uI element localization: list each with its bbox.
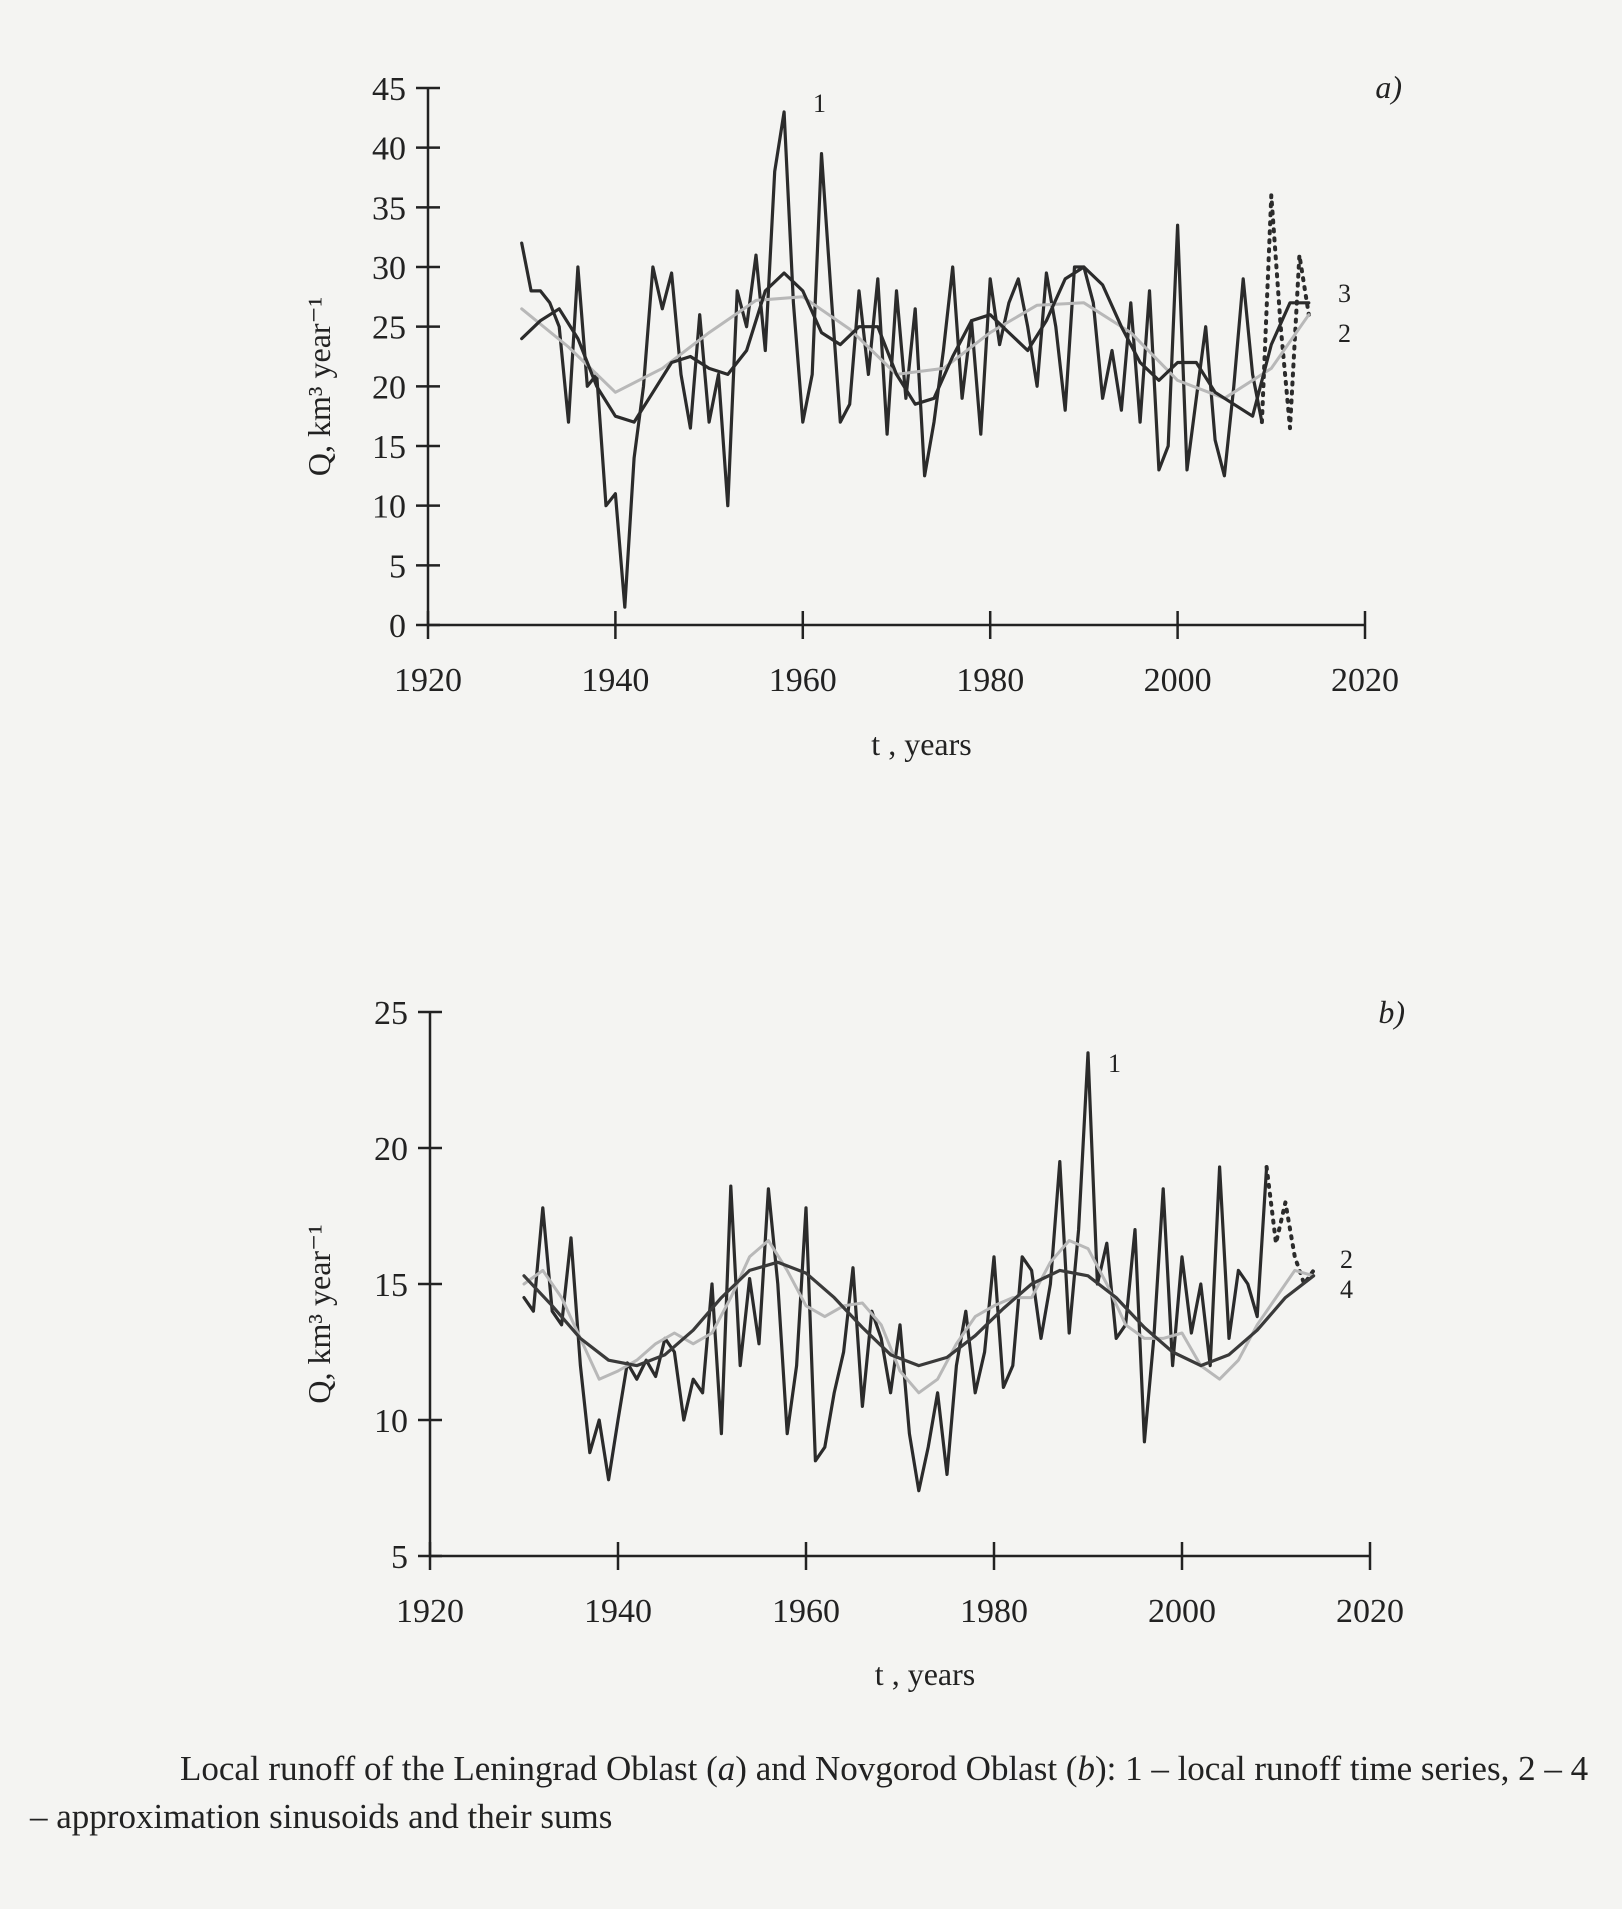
series-label-3: 3	[1338, 279, 1351, 308]
x-axis-title: t , years	[875, 1656, 975, 1692]
series-label-2: 2	[1338, 319, 1351, 348]
series-line-2	[520, 295, 1311, 400]
x-tick-label: 1940	[581, 662, 649, 699]
x-tick-label: 1960	[772, 1593, 840, 1630]
x-tick-label: 1940	[584, 1593, 652, 1630]
y-tick-label: 45	[372, 71, 406, 108]
y-tick-label: 40	[372, 131, 406, 168]
chart-a: 0 5 10 15 20 25 30 35 40 45 1920 1940 1960 1980 2000 20…	[301, 69, 1402, 762]
series-label-1: 1	[813, 89, 826, 118]
x-tick-label: 1980	[956, 662, 1024, 699]
chart-b: 5 10 15 20 25 1920 1940 1960 1980 2000 2020 1 24 b) t …	[301, 994, 1405, 1692]
y-tick-label: 25	[374, 995, 408, 1032]
series-line-1	[1259, 193, 1311, 431]
x-tick-label: 1920	[396, 1593, 464, 1630]
x-tick-label: 2000	[1148, 1593, 1216, 1630]
figure-caption: Local runoff of the Leningrad Oblast (a)…	[30, 1745, 1600, 1841]
y-tick-label: 30	[372, 250, 406, 287]
caption-a: a	[717, 1749, 736, 1788]
y-tick-label: 15	[374, 1267, 408, 1304]
series-label-4: 4	[1340, 1275, 1353, 1304]
x-tick-label: 1980	[960, 1593, 1028, 1630]
series-label-1: 1	[1108, 1049, 1121, 1078]
x-tick-label: 2020	[1331, 662, 1399, 699]
y-tick-label: 0	[389, 608, 406, 645]
x-axis-title: t , years	[871, 726, 971, 762]
y-tick-label: 25	[372, 310, 406, 347]
y-tick-label: 5	[391, 1539, 408, 1576]
panel-label: b)	[1378, 994, 1405, 1030]
panel-label: a)	[1375, 69, 1402, 105]
y-tick-label: 10	[374, 1403, 408, 1440]
caption-part3: ): 1 – local runoff time series, 2 – 4 –…	[30, 1749, 1589, 1836]
y-tick-label: 35	[372, 190, 406, 227]
series-line-3	[520, 265, 1311, 424]
y-tick-label: 20	[374, 1131, 408, 1168]
y-tick-label: 15	[372, 429, 406, 466]
x-tick-label: 2020	[1336, 1593, 1404, 1630]
series-line-1	[1264, 1165, 1316, 1286]
caption-part1: Local runoff of the Leningrad Oblast (	[180, 1749, 718, 1788]
series-line-0	[522, 1051, 1269, 1493]
y-axis-title: Q, km³ year⁻¹	[301, 1224, 337, 1403]
series-line-3	[522, 1260, 1316, 1368]
y-tick-label: 5	[389, 548, 406, 585]
y-axis-title: Q, km³ year⁻¹	[301, 297, 337, 476]
x-tick-label: 1960	[769, 662, 837, 699]
series-label-2: 2	[1340, 1245, 1353, 1274]
x-tick-label: 1920	[394, 662, 462, 699]
series-line-2	[522, 1239, 1316, 1395]
x-tick-label: 2000	[1144, 662, 1212, 699]
y-tick-label: 20	[372, 369, 406, 406]
y-tick-label: 10	[372, 489, 406, 526]
caption-part2: ) and Novgorod Oblast (	[735, 1749, 1078, 1788]
caption-b: b	[1077, 1749, 1095, 1788]
